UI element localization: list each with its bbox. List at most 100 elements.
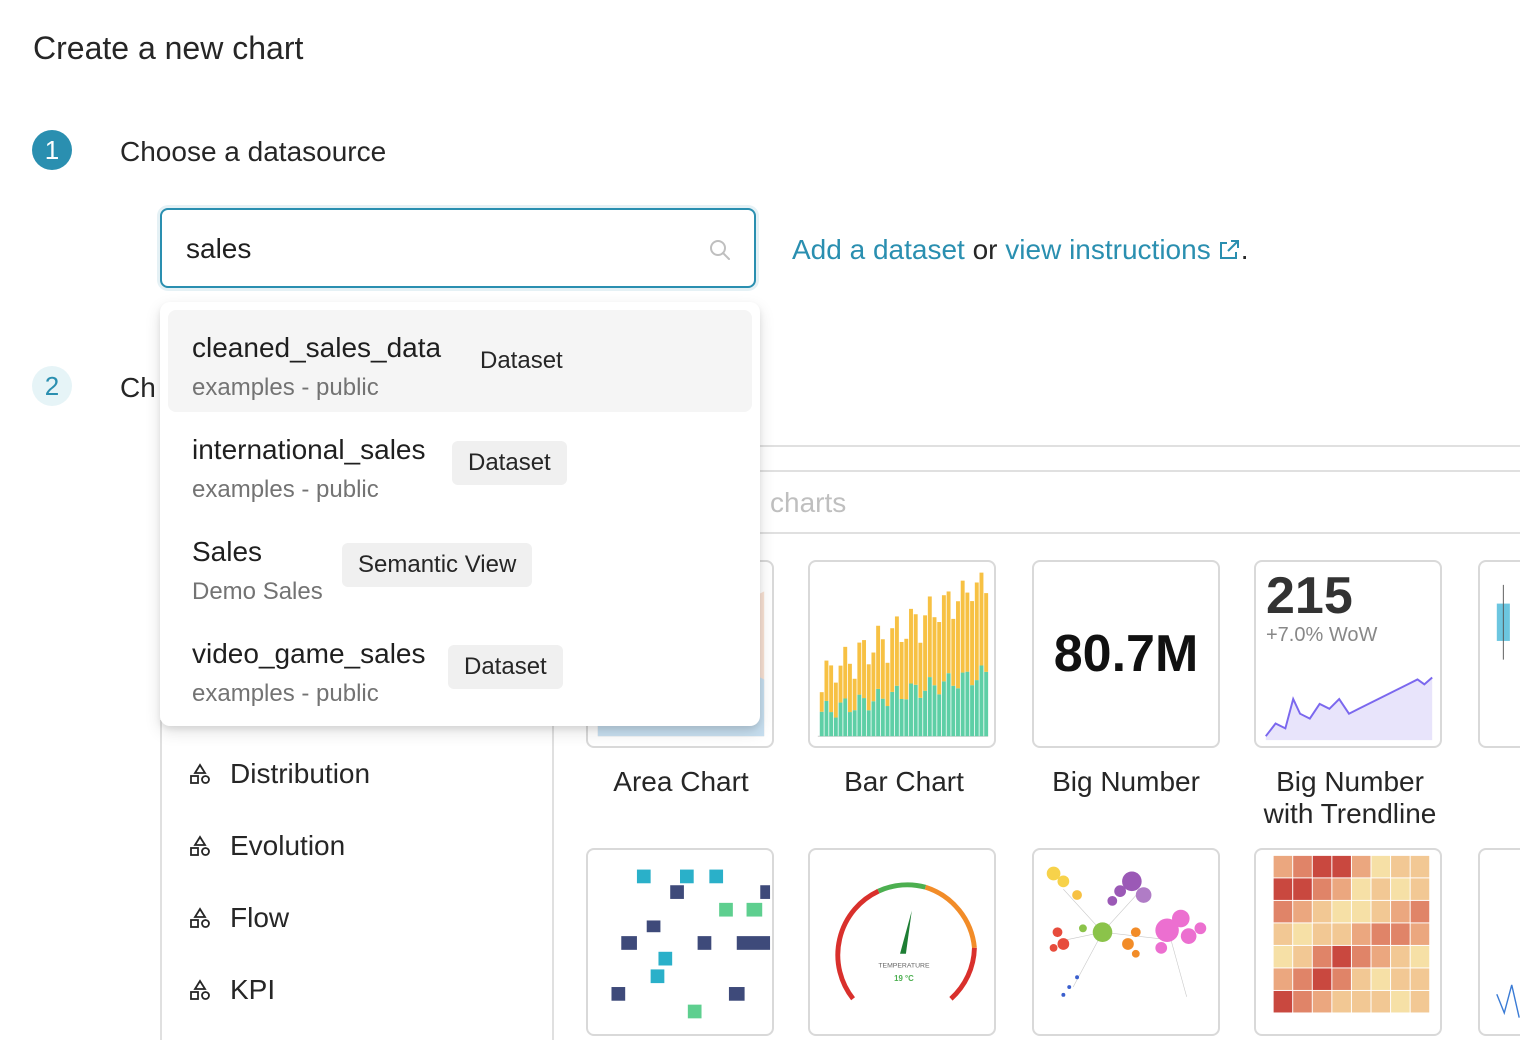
category-label: KPI <box>230 974 276 1005</box>
thumbnail-bar-green <box>871 701 876 737</box>
gantt-chart-thumbnail <box>611 869 771 1019</box>
big-number-label: Big Number <box>1052 766 1200 797</box>
thumbnail-bar-green <box>960 672 965 737</box>
page-title: Create a new chart <box>33 30 304 66</box>
big-number-tile[interactable]: 80.7M <box>1032 560 1220 748</box>
option-schema: examples - public <box>192 476 379 503</box>
thumbnail-bar-green <box>909 683 913 737</box>
thumbnail-bar-yellow <box>847 663 852 713</box>
heatmap-cell <box>1293 923 1312 945</box>
shapes-icon <box>190 979 210 1000</box>
heatmap-cell <box>1312 900 1332 923</box>
search-icon <box>708 238 732 262</box>
thumbnail-bar-green <box>923 690 928 737</box>
gauge-title: TEMPERATURE <box>878 962 930 969</box>
thumbnail-bar-green <box>838 702 843 737</box>
graph-chart-tile[interactable] <box>1032 848 1220 1036</box>
heatmap-cell <box>1410 855 1430 878</box>
heatmap-cell <box>1293 945 1312 968</box>
add-dataset-link[interactable]: Add a dataset <box>792 234 965 265</box>
heatmap-cell <box>1391 923 1410 945</box>
shapes-icon <box>190 835 210 856</box>
datasource-option[interactable]: video_game_sales examples - public Datas… <box>168 616 752 718</box>
heatmap-cell <box>1273 878 1293 900</box>
datasource-select[interactable] <box>160 208 756 288</box>
category-panel-border <box>160 720 162 1040</box>
datasource-search-input[interactable] <box>184 228 688 270</box>
heatmap-cell <box>1391 968 1410 990</box>
category-label: Distribution <box>230 758 371 789</box>
heatmap-cell <box>1410 990 1430 1013</box>
trendline-label-line2: with Trendline <box>1263 798 1437 829</box>
option-schema: examples - public <box>192 680 379 707</box>
thumbnail-bar-green <box>885 706 890 737</box>
option-name: cleaned_sales_data <box>192 332 442 363</box>
heatmap-cell <box>1273 900 1293 923</box>
thumbnail-bar-yellow <box>909 608 913 684</box>
datasource-option[interactable]: international_sales examples - public Da… <box>168 412 752 514</box>
thumbnail-bar-yellow <box>862 640 866 699</box>
thumbnail-bar-yellow <box>838 665 843 703</box>
box-plot-tile[interactable] <box>1478 560 1520 748</box>
gauge-chart-tile[interactable]: TEMPERATURE 19 °C <box>808 848 996 1036</box>
thumbnail-bar-green <box>880 698 885 737</box>
period-text: . <box>1240 234 1249 265</box>
heatmap-cell <box>1351 923 1371 945</box>
heatmap-cell <box>1312 990 1332 1013</box>
category-evolution[interactable]: Evolution <box>188 830 345 862</box>
heatmap-cell <box>1332 923 1351 945</box>
thumbnail-bar-yellow <box>904 638 909 700</box>
category-flow[interactable]: Flow <box>188 902 289 934</box>
heatmap-cell <box>1410 900 1430 923</box>
heatmap-cell <box>1332 855 1351 878</box>
view-instructions-link[interactable]: view instructions <box>1005 234 1240 265</box>
thumbnail-bar-yellow <box>946 591 951 674</box>
gauge-value: 19 °C <box>894 974 914 983</box>
chart-search-placeholder[interactable]: charts <box>770 487 847 518</box>
thumbnail-bar-yellow <box>965 592 970 672</box>
big-number-preview: 80.7M <box>1053 625 1199 683</box>
option-type-tag: Dataset <box>480 347 563 374</box>
step-1-label: Choose a datasource <box>120 136 387 167</box>
category-panel-divider <box>552 720 554 1040</box>
heatmap-cell <box>1293 990 1312 1013</box>
view-instructions-label: view instructions <box>1005 234 1211 265</box>
heatmap-cell <box>1332 900 1351 923</box>
thumbnail-bar-green <box>857 694 862 737</box>
heatmap-cell <box>1293 968 1312 990</box>
big-number-trendline-label: Big Number with Trendline <box>1230 766 1470 830</box>
datasource-option[interactable]: Sales Demo Sales Semantic View <box>168 514 752 616</box>
graph-chart-thumbnail <box>1046 866 1207 997</box>
heatmap-cell <box>1351 968 1371 990</box>
category-distribution[interactable]: Distribution <box>188 758 370 790</box>
shapes-icon <box>190 907 210 928</box>
category-kpi[interactable]: KPI <box>188 974 275 1006</box>
thumbnail-bar-yellow <box>960 580 965 673</box>
thumbnail-bar-green <box>899 698 904 737</box>
heatmap-cell <box>1312 878 1332 900</box>
option-schema: Demo Sales <box>192 578 323 605</box>
thumbnail-bar-green <box>951 685 956 737</box>
thumbnail-bar-yellow <box>876 625 881 689</box>
heatmap-cell <box>1391 900 1410 923</box>
thumbnail-bar-green <box>904 699 909 737</box>
thumbnail-bar-yellow <box>970 601 975 686</box>
thumbnail-bar-yellow <box>857 642 862 695</box>
thumbnail-bar-green <box>979 665 984 737</box>
datasource-option[interactable]: cleaned_sales_data examples - public Dat… <box>168 310 752 412</box>
heatmap-cell <box>1371 900 1391 923</box>
bar-chart-tile[interactable] <box>808 560 996 748</box>
heatmap-cell <box>1312 855 1332 878</box>
heatmap-cell <box>1410 923 1430 945</box>
thumbnail-bar-yellow <box>941 595 946 682</box>
gauge-chart-thumbnail: TEMPERATURE 19 °C <box>835 882 977 1001</box>
heatmap-cell <box>1351 855 1371 878</box>
datasource-dropdown: cleaned_sales_data examples - public Dat… <box>160 302 760 726</box>
heatmap-tile[interactable] <box>1254 848 1442 1036</box>
heatmap-cell <box>1410 945 1430 968</box>
thumbnail-bar-green <box>852 710 857 737</box>
heatmap-cell <box>1371 878 1391 900</box>
line-chart-tile[interactable] <box>1478 848 1520 1036</box>
gantt-chart-tile[interactable] <box>586 848 774 1036</box>
big-number-trendline-tile[interactable]: 215 +7.0% WoW <box>1254 560 1442 748</box>
